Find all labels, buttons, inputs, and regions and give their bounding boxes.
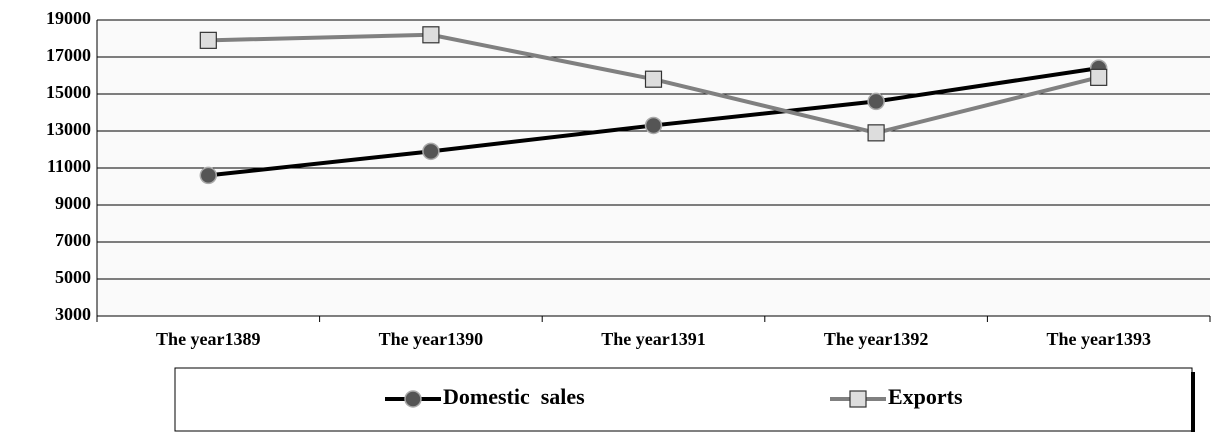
legend-marker bbox=[849, 390, 867, 408]
data-point bbox=[867, 92, 885, 111]
data-point bbox=[644, 116, 663, 135]
legend-label: Exports bbox=[888, 384, 963, 409]
x-tick-label: The year1389 bbox=[156, 329, 260, 349]
y-tick-label: 17000 bbox=[46, 45, 91, 65]
y-tick-label: 5000 bbox=[55, 267, 91, 287]
data-point bbox=[422, 26, 440, 44]
y-tick-label: 9000 bbox=[55, 193, 91, 213]
x-tick-label: The year1390 bbox=[379, 329, 483, 349]
data-point bbox=[867, 124, 885, 142]
y-tick-label: 3000 bbox=[55, 304, 91, 324]
y-tick-label: 13000 bbox=[46, 119, 91, 139]
y-tick-label: 11000 bbox=[47, 156, 91, 176]
y-tick-label: 19000 bbox=[46, 8, 91, 28]
data-point bbox=[199, 166, 218, 185]
x-tick-label: The year1391 bbox=[601, 329, 705, 349]
data-point bbox=[1090, 68, 1108, 86]
x-tick-label: The year1393 bbox=[1046, 329, 1150, 349]
data-point bbox=[422, 142, 440, 161]
legend-box bbox=[174, 367, 1193, 432]
data-point bbox=[199, 31, 217, 49]
legend-label: Domestic sales bbox=[443, 384, 585, 409]
data-point bbox=[644, 70, 663, 88]
x-tick-label: The year1392 bbox=[824, 329, 928, 349]
legend-marker bbox=[404, 390, 422, 408]
y-tick-label: 15000 bbox=[46, 82, 91, 102]
y-tick-label: 7000 bbox=[55, 230, 91, 250]
